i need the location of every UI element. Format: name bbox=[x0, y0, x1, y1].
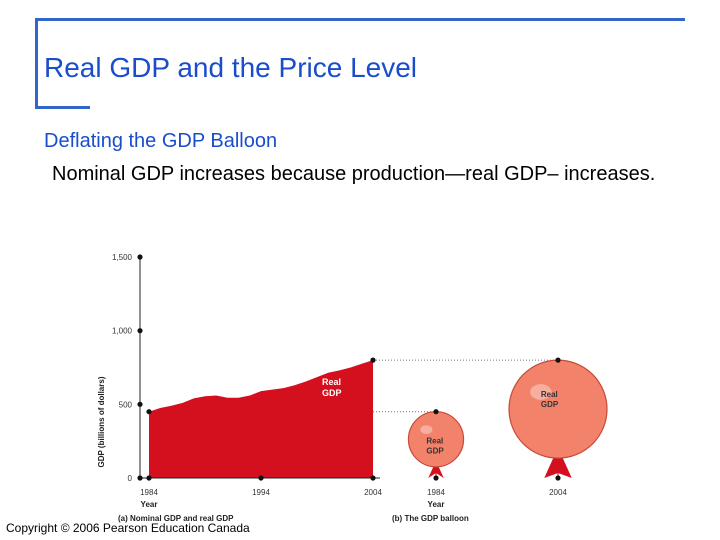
balloon-year-label: 1984 bbox=[427, 488, 445, 497]
balloon-ribbon bbox=[428, 466, 444, 478]
balloon-highlight bbox=[420, 425, 433, 435]
y-tick-dot bbox=[137, 475, 143, 481]
copyright-notice: Copyright © 2006 Pearson Education Canad… bbox=[6, 521, 250, 535]
balloon-top-dot bbox=[555, 357, 561, 363]
slide-title: Real GDP and the Price Level bbox=[44, 52, 418, 83]
balloon-label: Real bbox=[426, 436, 443, 445]
balloon-label: Real bbox=[541, 390, 558, 399]
balloon-ribbon bbox=[544, 458, 572, 478]
x-tick-label: 1984 bbox=[140, 488, 158, 497]
real-gdp-area bbox=[149, 360, 373, 478]
x-tick-dot bbox=[258, 475, 264, 481]
x-axis-ticks: 1984 1994 2004 bbox=[140, 475, 382, 497]
y-tick-label: 500 bbox=[119, 400, 133, 409]
balloon-label-line2: GDP bbox=[541, 400, 559, 409]
panel-a-caption: (a) Nominal GDP and real GDP bbox=[118, 514, 234, 523]
balloon-label-line2: GDP bbox=[426, 446, 444, 455]
real-gdp-area-label: Real bbox=[322, 377, 341, 387]
balloon-top-dot bbox=[433, 409, 439, 415]
x-tick-dot bbox=[146, 475, 152, 481]
title-frame-left-rule bbox=[35, 18, 38, 108]
y-tick-dot bbox=[137, 401, 143, 407]
balloon-year-dot bbox=[555, 475, 561, 481]
balloon-body bbox=[508, 359, 608, 459]
balloon-highlight bbox=[530, 384, 552, 400]
title-frame-foot-rule bbox=[35, 106, 90, 109]
balloon-year-dot bbox=[433, 475, 439, 481]
title-frame-top-rule bbox=[35, 18, 685, 21]
y-tick-label: 0 bbox=[128, 474, 133, 483]
x-axis-label-a: Year bbox=[141, 500, 158, 509]
area-end-dot bbox=[370, 357, 376, 363]
panel-b-caption: (b) The GDP balloon bbox=[392, 514, 469, 523]
y-tick-label: 1,500 bbox=[112, 253, 133, 262]
x-tick-label: 2004 bbox=[364, 488, 382, 497]
slide-body-text: Nominal GDP increases because production… bbox=[52, 163, 656, 185]
y-tick-dot bbox=[137, 328, 143, 334]
y-axis-ticks: 0 500 1,000 1,500 bbox=[112, 253, 143, 483]
y-axis-label: GDP (billions of dollars) bbox=[97, 376, 106, 467]
x-axis-label-b: Year bbox=[428, 500, 445, 509]
x-tick-label: 1994 bbox=[252, 488, 270, 497]
area-start-dot bbox=[146, 409, 152, 415]
balloon-year-label: 2004 bbox=[549, 488, 567, 497]
panel-a-area-chart: 0 500 1,000 1,500 1984 1994 2004 Real GDP GDP… bbox=[97, 253, 558, 523]
x-tick-dot bbox=[370, 475, 376, 481]
y-tick-label: 1,000 bbox=[112, 327, 133, 336]
real-gdp-area-label-line2: GDP bbox=[322, 388, 342, 398]
slide-subheading: Deflating the GDP Balloon bbox=[44, 130, 278, 152]
y-tick-dot bbox=[137, 254, 143, 260]
